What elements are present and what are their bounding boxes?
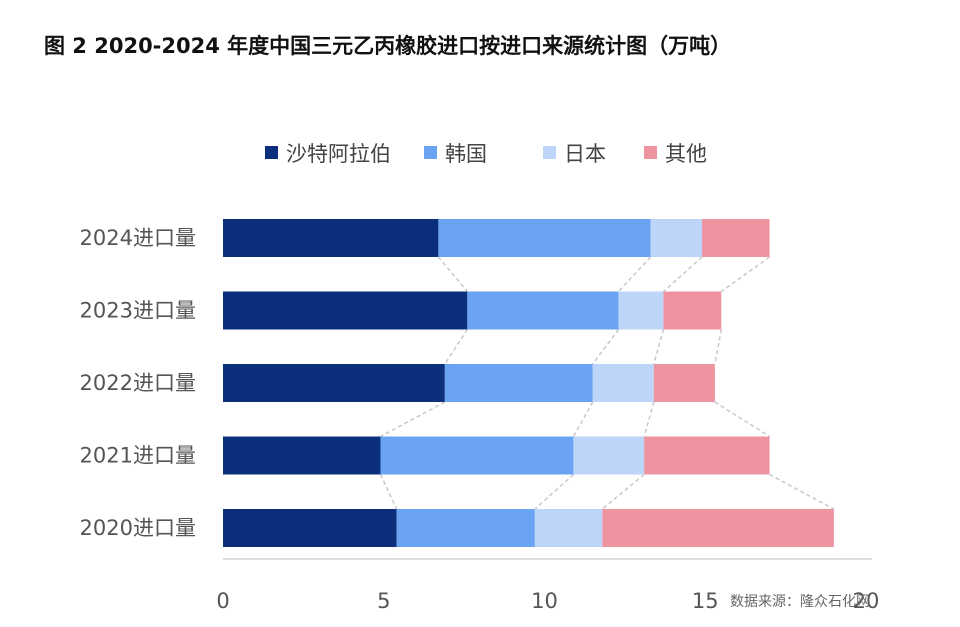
connector-line [662,256,703,293]
connector-line [380,401,446,438]
legend: 沙特阿拉伯 韩国 日本 其他 [265,142,707,166]
connector-line [534,473,574,510]
x-tick-2: 10 [531,589,558,613]
x-tick-labels: 0 5 10 15 20 [216,589,879,613]
x-tick-0: 0 [216,589,229,613]
legend-label-1: 韩国 [445,142,487,166]
connector-line [769,473,835,510]
connector-line [572,401,594,437]
legend-swatch-3 [644,146,657,159]
legend-swatch-2 [543,146,556,159]
bars [223,219,834,547]
bar-segment-1-0 [223,291,468,330]
bar-segment-4-2 [534,509,603,547]
connector-line [617,256,652,293]
bar-segment-2-2 [592,364,654,402]
bar-segment-1-1 [467,291,619,330]
connector-line [714,401,770,438]
legend-swatch-1 [424,146,437,159]
legend-label-0: 沙特阿拉伯 [286,142,391,166]
x-tick-1: 5 [377,589,390,613]
bar-segment-4-3 [602,509,834,547]
bar-segment-0-1 [438,219,651,257]
legend-label-2: 日本 [564,142,606,166]
bar-segment-2-1 [444,364,593,402]
category-labels: 2024进口量 2023进口量 2022进口量 2021进口量 2020进口量 [80,226,196,540]
bar-segment-4-0 [223,509,397,547]
connector-line [643,401,655,437]
bar-segment-2-0 [223,364,445,402]
bar-segment-2-3 [653,364,715,402]
category-label-1: 2023进口量 [80,299,196,323]
category-label-4: 2020进口量 [80,516,196,540]
connector-line [714,329,723,365]
connector-lines [379,256,835,510]
bar-segment-3-2 [573,436,645,475]
legend-label-3: 其他 [665,142,707,166]
legend-swatch-0 [265,146,278,159]
connector-line [437,256,468,292]
connector-line [720,256,770,293]
category-label-3: 2021进口量 [80,444,196,468]
bar-segment-0-3 [702,219,770,257]
bar-segment-3-1 [380,436,574,475]
bar-segment-1-2 [618,291,664,330]
category-label-2: 2022进口量 [80,371,196,395]
connector-line [601,473,645,510]
connector-line [379,474,398,510]
source-note: 数据来源：隆众石化网 [730,594,870,610]
bar-segment-0-0 [223,219,439,257]
bar-segment-4-1 [396,509,535,547]
bar-segment-0-2 [650,219,703,257]
bar-segment-3-3 [644,436,770,475]
connector-line [444,329,468,365]
bar-segment-3-0 [223,436,381,475]
bar-segment-1-3 [663,291,722,330]
connector-line [592,329,620,365]
chart-title: 图 2 2020-2024 年度中国三元乙丙橡胶进口按进口来源统计图（万吨） [44,34,732,58]
connector-line [653,329,665,365]
x-tick-3: 15 [692,589,719,613]
x-tick-4: 20 [853,589,880,613]
category-label-0: 2024进口量 [80,226,196,250]
